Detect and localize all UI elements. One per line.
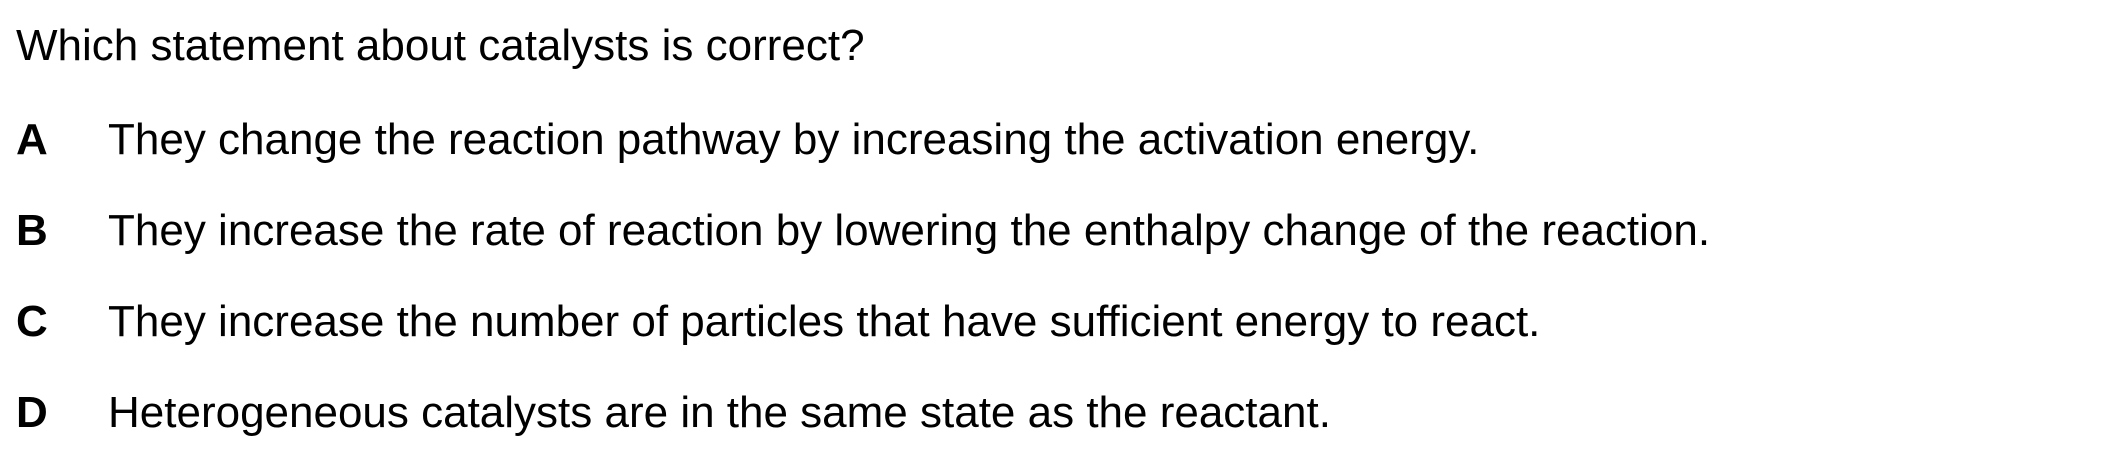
option-text: They increase the number of particles th…	[108, 297, 1541, 346]
option-letter: D	[16, 388, 48, 437]
option-c[interactable]: C They increase the number of particles …	[16, 292, 1710, 383]
option-text: They change the reaction pathway by incr…	[108, 115, 1480, 164]
option-text: Heterogeneous catalysts are in the same …	[108, 388, 1331, 437]
option-d[interactable]: D Heterogeneous catalysts are in the sam…	[16, 383, 1710, 474]
option-a[interactable]: A They change the reaction pathway by in…	[16, 110, 1710, 201]
option-text: They increase the rate of reaction by lo…	[108, 206, 1711, 255]
option-b[interactable]: B They increase the rate of reaction by …	[16, 201, 1710, 292]
answer-options: A They change the reaction pathway by in…	[16, 110, 1710, 474]
question-stem: Which statement about catalysts is corre…	[16, 21, 865, 70]
option-letter: A	[16, 115, 48, 164]
option-letter: B	[16, 206, 48, 255]
option-letter: C	[16, 297, 48, 346]
